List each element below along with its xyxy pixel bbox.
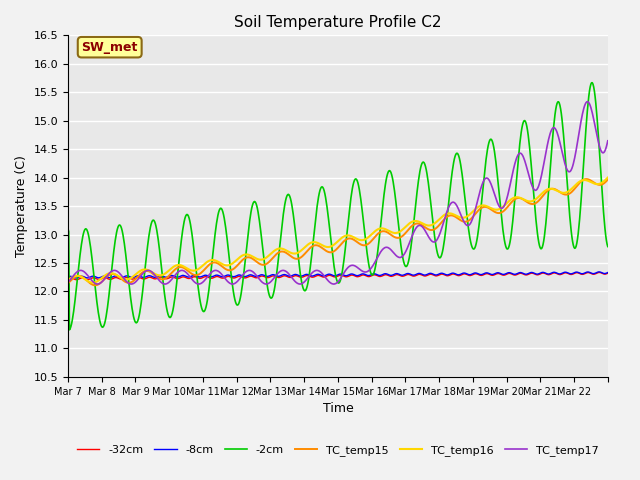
- -32cm: [595, 270, 603, 276]
- Line: -32cm: -32cm: [68, 273, 608, 280]
- TC_temp16: [604, 175, 612, 180]
- TC_temp17: [254, 275, 262, 280]
- -2cm: [64, 226, 72, 232]
- X-axis label: Time: Time: [323, 402, 353, 415]
- Line: -2cm: -2cm: [68, 83, 608, 330]
- -32cm: [424, 272, 432, 278]
- -8cm: [227, 273, 235, 279]
- Line: TC_temp17: TC_temp17: [68, 102, 608, 284]
- -2cm: [424, 180, 432, 186]
- TC_temp15: [582, 176, 590, 182]
- TC_temp17: [93, 281, 101, 287]
- -8cm: [72, 275, 80, 281]
- -2cm: [394, 218, 402, 224]
- TC_temp17: [275, 270, 282, 276]
- -8cm: [424, 271, 432, 276]
- -32cm: [72, 277, 80, 283]
- Text: SW_met: SW_met: [81, 41, 138, 54]
- -2cm: [65, 327, 73, 333]
- TC_temp15: [275, 250, 282, 255]
- TC_temp17: [64, 279, 72, 285]
- TC_temp17: [424, 233, 432, 239]
- Line: TC_temp16: TC_temp16: [68, 178, 608, 283]
- Line: TC_temp15: TC_temp15: [68, 179, 608, 285]
- -2cm: [275, 255, 282, 261]
- -32cm: [254, 275, 262, 280]
- TC_temp16: [394, 229, 402, 235]
- TC_temp16: [128, 275, 136, 280]
- TC_temp16: [89, 280, 97, 286]
- Y-axis label: Temperature (C): Temperature (C): [15, 155, 28, 257]
- TC_temp16: [64, 277, 72, 283]
- TC_temp17: [128, 281, 136, 287]
- -2cm: [227, 273, 235, 279]
- Title: Soil Temperature Profile C2: Soil Temperature Profile C2: [234, 15, 442, 30]
- -8cm: [604, 270, 612, 276]
- TC_temp17: [584, 99, 591, 105]
- -32cm: [604, 270, 612, 276]
- -8cm: [254, 273, 262, 279]
- TC_temp15: [394, 235, 402, 241]
- TC_temp17: [394, 254, 402, 260]
- -32cm: [394, 272, 402, 277]
- TC_temp16: [424, 223, 432, 228]
- TC_temp17: [604, 138, 612, 144]
- TC_temp15: [604, 177, 612, 182]
- TC_temp15: [64, 280, 72, 286]
- -8cm: [128, 275, 136, 280]
- -32cm: [128, 276, 136, 282]
- TC_temp15: [254, 260, 262, 266]
- TC_temp17: [227, 281, 235, 287]
- TC_temp15: [128, 279, 136, 285]
- Legend: -32cm, -8cm, -2cm, TC_temp15, TC_temp16, TC_temp17: -32cm, -8cm, -2cm, TC_temp15, TC_temp16,…: [73, 441, 603, 460]
- TC_temp16: [275, 246, 282, 252]
- -2cm: [128, 305, 136, 311]
- TC_temp15: [424, 227, 432, 232]
- TC_temp16: [254, 256, 262, 262]
- TC_temp15: [92, 282, 99, 288]
- -8cm: [595, 269, 603, 275]
- -8cm: [64, 274, 72, 280]
- -32cm: [64, 276, 72, 282]
- -8cm: [275, 274, 282, 279]
- TC_temp16: [227, 261, 235, 267]
- -2cm: [254, 209, 262, 215]
- TC_temp15: [227, 267, 235, 273]
- -32cm: [275, 275, 282, 280]
- -2cm: [604, 244, 612, 250]
- -2cm: [588, 80, 596, 85]
- -32cm: [227, 275, 235, 280]
- Line: -8cm: -8cm: [68, 272, 608, 278]
- -8cm: [394, 271, 402, 276]
